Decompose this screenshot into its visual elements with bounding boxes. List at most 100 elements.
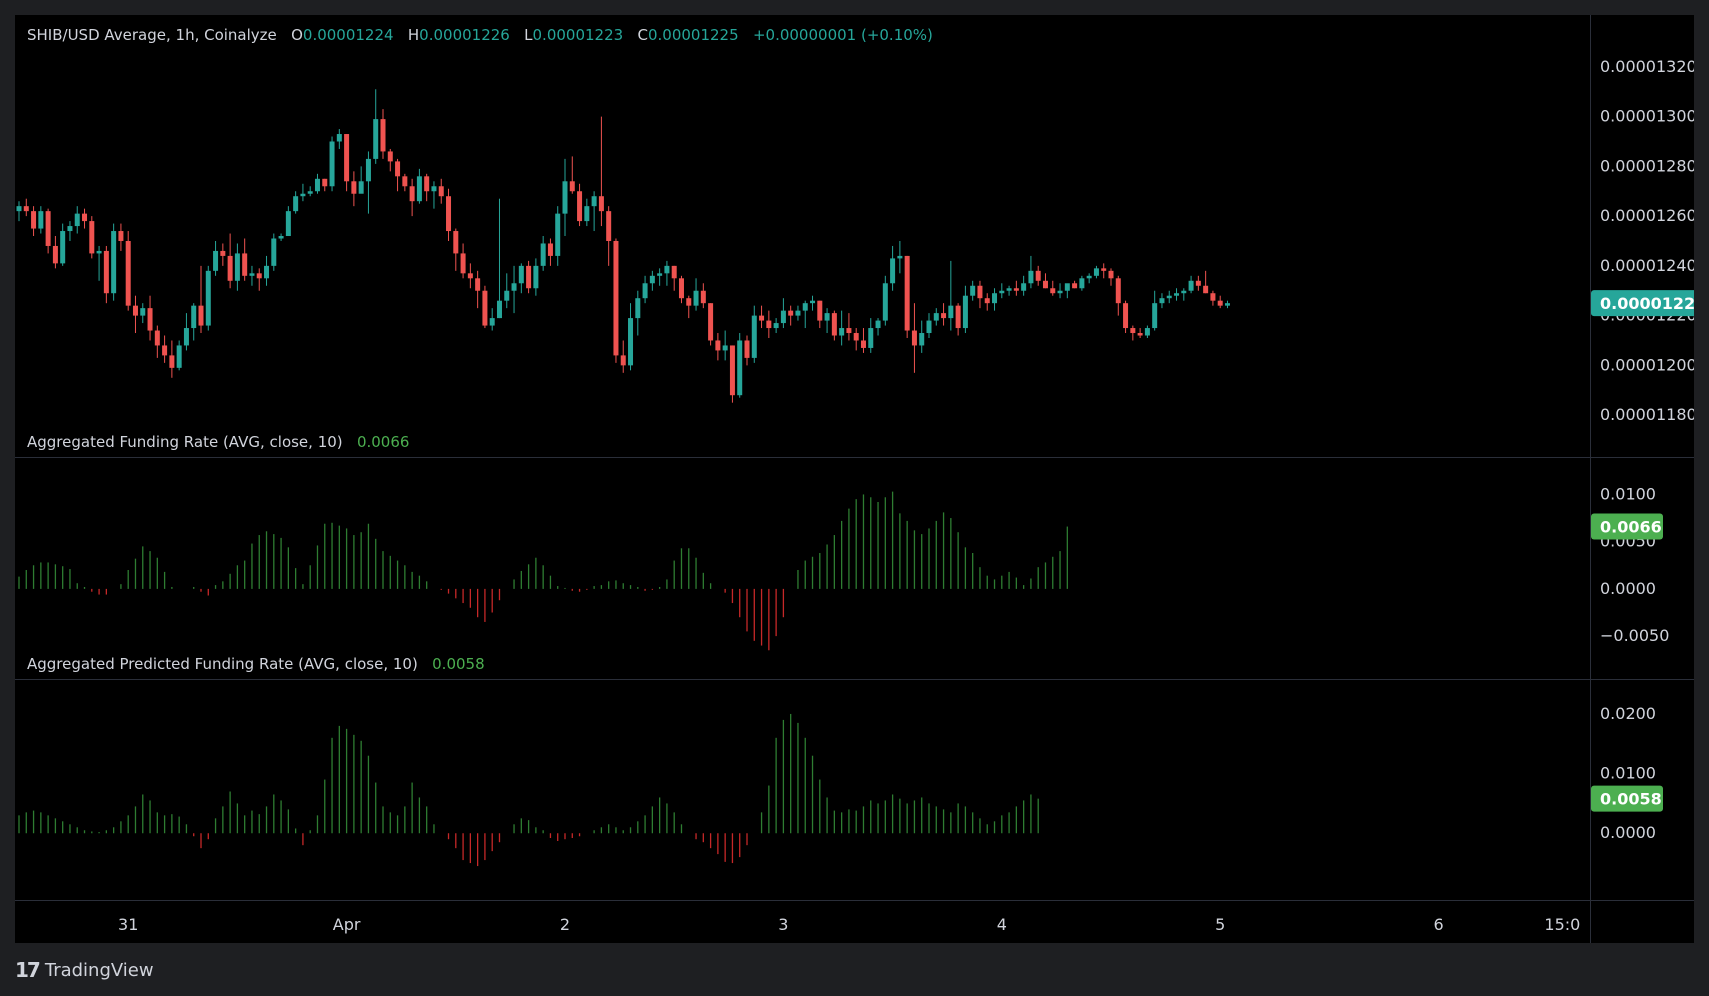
candle-body xyxy=(154,330,160,346)
indicator-axis-tick: 0.0000 xyxy=(1600,579,1656,598)
candle-body xyxy=(336,134,342,142)
candle-body xyxy=(788,310,794,316)
tradingview-logo-icon: 17 xyxy=(15,958,41,982)
candle-body xyxy=(1057,290,1063,294)
candle-body xyxy=(227,255,233,281)
chart-canvas[interactable]: 0.00001320 0.00001300 0.00001280 0.00001260… xyxy=(15,15,1694,943)
candle-body xyxy=(504,290,510,301)
candle-body xyxy=(591,196,597,207)
time-axis-tick: 15:0 xyxy=(1544,915,1580,934)
candle-body xyxy=(628,318,634,366)
candle-body xyxy=(132,305,138,316)
price-axis-tick: 0.00001260 xyxy=(1600,206,1694,225)
candle-body xyxy=(1050,288,1056,294)
candle-body xyxy=(904,255,910,331)
candle-body xyxy=(1123,303,1129,329)
candle-body xyxy=(1195,280,1201,286)
candle-body xyxy=(649,275,655,284)
candle-body xyxy=(715,340,721,351)
candle-body xyxy=(387,151,393,162)
close-label: C xyxy=(637,26,648,44)
candle-body xyxy=(89,221,95,254)
candle-body xyxy=(67,226,73,232)
tradingview-brand[interactable]: 17 TradingView xyxy=(15,958,154,982)
candle-body xyxy=(693,290,699,306)
predicted-badge-label: 0.0058 xyxy=(1600,790,1662,809)
candle-body xyxy=(402,176,408,187)
candle-body xyxy=(999,290,1005,294)
candle-body xyxy=(671,265,677,279)
funding-legend: Aggregated Funding Rate (AVG, close, 10)… xyxy=(27,433,409,451)
candle-body xyxy=(642,283,648,299)
candle-body xyxy=(1174,293,1180,296)
candle-body xyxy=(82,213,88,222)
candle-body xyxy=(460,253,466,274)
candle-body xyxy=(380,119,386,152)
candle-body xyxy=(962,295,968,329)
candle-body xyxy=(700,290,706,304)
candle-body xyxy=(817,300,823,321)
candle-body xyxy=(751,315,757,358)
time-axis-tick: Apr xyxy=(333,915,361,934)
candle-body xyxy=(264,265,270,279)
candle-body xyxy=(1079,278,1085,289)
candle-body xyxy=(882,283,888,321)
brand-label: TradingView xyxy=(44,959,154,981)
candle-body xyxy=(482,290,488,326)
candle-body xyxy=(1042,280,1048,289)
candle-body xyxy=(1072,283,1078,289)
candle-body xyxy=(1152,303,1158,329)
candle-body xyxy=(1115,278,1121,304)
candle-body xyxy=(38,211,44,229)
candle-body xyxy=(526,265,532,289)
candle-body xyxy=(737,340,743,396)
price-axis-tick: 0.00001180 xyxy=(1600,405,1694,424)
candle-body xyxy=(860,340,866,348)
candle-body xyxy=(540,243,546,266)
price-badge xyxy=(1591,290,1694,317)
candle-body xyxy=(176,345,182,368)
symbol-title: SHIB/USD Average, 1h, Coinalyze xyxy=(27,26,277,44)
candle-body xyxy=(518,265,524,284)
indicator-axis-tick: −0.0050 xyxy=(1600,626,1669,645)
funding-title: Aggregated Funding Rate (AVG, close, 10) xyxy=(27,433,343,451)
candle-body xyxy=(955,305,961,329)
candle-body xyxy=(125,240,131,306)
candle-body xyxy=(941,313,947,319)
candle-body xyxy=(45,211,51,246)
candle-body xyxy=(686,298,692,306)
candle-body xyxy=(96,250,102,254)
candle-body xyxy=(103,250,109,294)
chart-container[interactable]: 0.00001320 0.00001300 0.00001280 0.00001260… xyxy=(15,15,1694,943)
candle-body xyxy=(562,181,568,214)
candle-body xyxy=(489,318,495,326)
time-axis-tick: 4 xyxy=(997,915,1007,934)
price-axis-tick: 0.00001300 xyxy=(1600,107,1694,126)
time-axis-tick: 6 xyxy=(1434,915,1444,934)
candle-body xyxy=(810,300,816,304)
candle-body xyxy=(1137,333,1143,336)
candle-body xyxy=(773,323,779,329)
candle-body xyxy=(584,206,590,222)
candle-body xyxy=(162,345,168,356)
candle-body xyxy=(118,231,124,241)
candle-body xyxy=(831,313,837,336)
candle-body xyxy=(555,213,561,256)
candle-body xyxy=(1188,280,1194,291)
indicator-axis-tick: 0.0200 xyxy=(1600,704,1656,723)
candle-body xyxy=(511,283,517,291)
candle-body xyxy=(1224,303,1230,306)
funding-badge xyxy=(1591,513,1663,540)
candle-body xyxy=(234,253,240,281)
candle-body xyxy=(395,161,401,177)
candle-body xyxy=(846,328,852,334)
candle-body xyxy=(140,308,146,316)
candle-body xyxy=(533,265,539,289)
candle-body xyxy=(60,231,66,264)
candle-body xyxy=(1203,285,1209,294)
candle-body xyxy=(1130,328,1136,334)
funding-value: 0.0066 xyxy=(356,433,410,451)
candle-body xyxy=(242,253,248,276)
candle-body xyxy=(766,320,772,329)
candle-body xyxy=(664,265,670,274)
